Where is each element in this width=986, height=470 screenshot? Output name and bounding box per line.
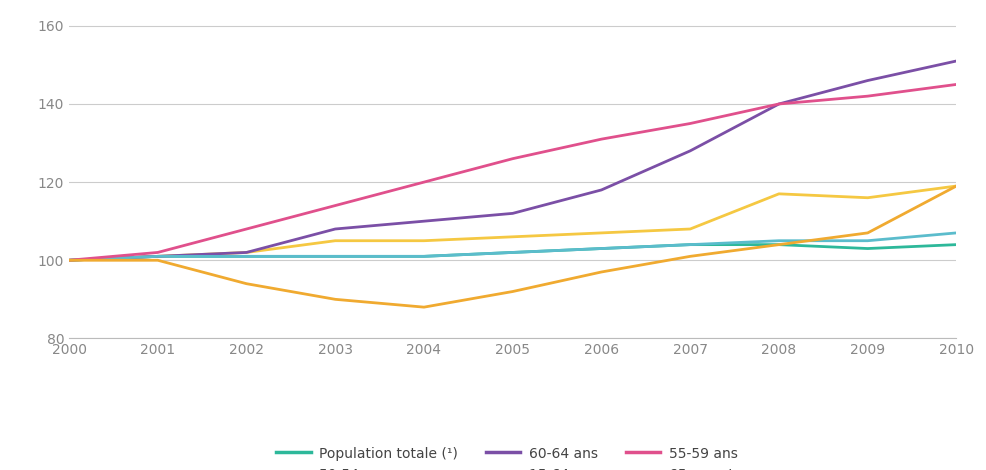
Legend: Population totale (¹), 50-54 ans, 60-64 ans, 15-64 ans, 55-59 ans, 65 ans et +: Population totale (¹), 50-54 ans, 60-64 … xyxy=(270,441,755,470)
